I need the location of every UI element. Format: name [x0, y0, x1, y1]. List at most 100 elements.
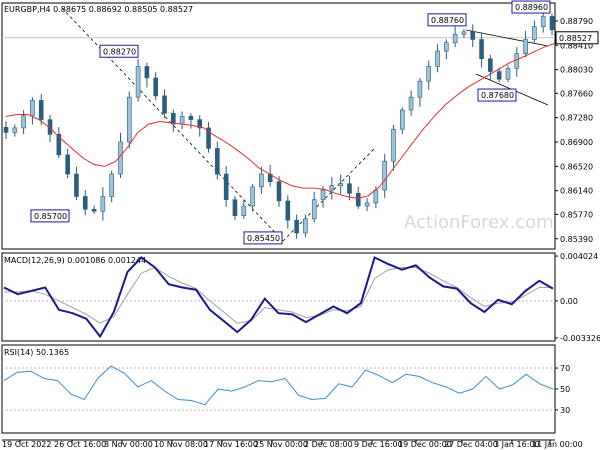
- candle-body: [250, 186, 255, 207]
- price-axis-label: 0.87660: [560, 89, 593, 98]
- candles: [3, 11, 555, 239]
- macd-line: [3, 256, 554, 339]
- price-annotation-box: [30, 209, 70, 223]
- price-axis-label: 0.86520: [560, 162, 593, 171]
- candle-body: [135, 66, 141, 98]
- time-axis-label: 17 Nov 16:00: [204, 440, 258, 449]
- price-annotation-box: [243, 231, 283, 245]
- current-price-box: [555, 31, 599, 45]
- price-annotation: 0.88270: [99, 44, 139, 58]
- price-annotation: 0.87680: [477, 88, 517, 102]
- time-axis-label: 10 Nov 08:00: [154, 440, 208, 449]
- time-axis-label: 19 Dec 00:00: [398, 440, 452, 449]
- candle-body: [153, 77, 159, 97]
- macd-axis-label: 0.004024: [560, 252, 598, 261]
- price-axis-label: 0.88030: [560, 66, 593, 75]
- candle-body: [399, 109, 405, 130]
- rsi-line: [3, 365, 554, 406]
- time-axis-label: 3 Nov 00:00: [104, 440, 153, 449]
- candle-body: [532, 26, 537, 40]
- price-axis-label: 0.86140: [560, 187, 593, 196]
- candle-body: [259, 173, 264, 188]
- candle-body: [329, 185, 335, 191]
- price-axis-label: 0.87280: [560, 114, 593, 123]
- candle-body: [347, 183, 352, 194]
- candle-body: [355, 192, 361, 207]
- candle-body: [276, 181, 282, 202]
- price-axis-label: 0.88410: [560, 41, 593, 50]
- candle-body: [391, 128, 396, 162]
- candle-body: [12, 127, 18, 133]
- candle-body: [444, 42, 449, 52]
- price-annotation-label: 0.88270: [103, 47, 136, 56]
- candle-body: [470, 31, 476, 40]
- candle-body: [74, 173, 79, 197]
- price-annotation: 0.88960: [511, 0, 551, 14]
- price-annotation-label: 0.85450: [247, 234, 280, 243]
- candle-body: [311, 199, 317, 220]
- price-annotation-box: [511, 0, 551, 14]
- candle-body: [215, 148, 220, 175]
- candle-body: [435, 50, 440, 67]
- time-axis-label: 26 Oct 16:00: [54, 440, 106, 449]
- macd-title: MACD(12,26,9) 0.001086 0.001244: [4, 256, 146, 265]
- candle-body: [549, 16, 555, 31]
- time-axis-label: 2 Dec 08:00: [304, 440, 353, 449]
- candle-body: [3, 126, 9, 133]
- time-axis-label: 25 Nov 00:00: [254, 440, 308, 449]
- rsi-axis-label: 70: [560, 364, 570, 373]
- candle-body: [171, 112, 176, 125]
- price-annotation: 0.88760: [427, 13, 467, 27]
- main-pane-frame: [1, 2, 556, 250]
- candle-body: [91, 208, 97, 212]
- price-axis-label: 0.88790: [560, 17, 593, 26]
- price-annotation-label: 0.88760: [431, 16, 464, 25]
- price-annotation: 0.85450: [243, 231, 283, 245]
- price-annotation-label: 0.88960: [515, 3, 548, 12]
- rsi-axis-label: 30: [560, 406, 570, 415]
- price-annotation-box: [99, 44, 139, 58]
- candle-body: [408, 96, 414, 111]
- candle-body: [179, 116, 185, 125]
- time-axis-label: 27 Dec 04:00: [444, 440, 498, 449]
- price-axis-label: 0.85770: [560, 210, 593, 219]
- macd-axis-label: -0.003326: [560, 334, 600, 343]
- macd-axis-label: 0.00: [560, 297, 578, 306]
- candle-body: [188, 116, 194, 120]
- time-axis-label: 9 Dec 16:00: [354, 440, 403, 449]
- time-axis-label: 11 Jan 00:00: [532, 440, 583, 449]
- candle-body: [461, 31, 467, 35]
- candle-body: [303, 218, 308, 234]
- candle-body: [417, 80, 423, 98]
- candle-body: [56, 134, 62, 156]
- price-annotation-label: 0.87680: [481, 91, 514, 100]
- candle-body: [540, 16, 546, 28]
- macd-pane-frame: [1, 252, 556, 342]
- candle-body: [197, 119, 203, 129]
- candle-body: [523, 39, 528, 54]
- candle-body: [100, 196, 106, 212]
- candle-body: [21, 115, 26, 129]
- current-price-label: 0.88527: [559, 34, 592, 43]
- candle-body: [338, 183, 343, 186]
- candle-body: [382, 160, 387, 191]
- candle-body: [373, 189, 379, 204]
- candle-body: [294, 219, 299, 234]
- watermark: ActionForex.com: [404, 212, 554, 233]
- rsi-axis-label: 50: [560, 385, 570, 394]
- candle-body: [38, 100, 44, 120]
- time-axis-label: 19 Oct 2022: [2, 440, 51, 449]
- candle-body: [144, 66, 150, 79]
- candle-body: [30, 100, 35, 117]
- price-annotation-box: [477, 88, 517, 102]
- price-annotation: 0.85700: [30, 209, 70, 223]
- candle-body: [514, 53, 520, 69]
- dashed-trendline: [61, 7, 284, 242]
- price-annotation-box: [427, 13, 467, 27]
- candle-body: [285, 200, 291, 221]
- dashed-trendline-2: [282, 147, 376, 242]
- candle-body: [223, 173, 229, 200]
- price-annotation-label: 0.85700: [34, 212, 67, 221]
